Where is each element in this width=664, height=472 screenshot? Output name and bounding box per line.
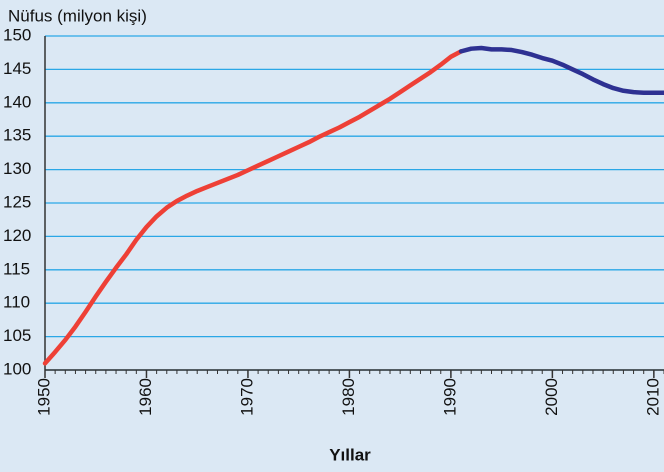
x-tick-label: 1980 <box>339 378 358 416</box>
y-tick-label: 135 <box>3 126 31 145</box>
chart-title: Nüfus (milyon kişi) <box>8 6 147 25</box>
x-tick-label: 1990 <box>440 378 459 416</box>
y-tick-label: 140 <box>3 92 31 111</box>
y-tick-label: 125 <box>3 192 31 211</box>
x-tick-label: 1950 <box>34 378 53 416</box>
y-tick-label: 110 <box>3 293 30 312</box>
x-tick-label: 1960 <box>136 378 155 416</box>
line <box>42 49 464 366</box>
x-tick-label: 2000 <box>542 378 561 416</box>
x-tick-label: 1970 <box>237 378 256 416</box>
y-tick-label: 150 <box>3 25 31 44</box>
y-tick-label: 115 <box>3 259 30 278</box>
x-axis-label: Yıllar <box>329 445 371 464</box>
y-tick-label: 105 <box>3 326 31 345</box>
y-tick-label: 120 <box>3 226 31 245</box>
y-tick-label: 100 <box>3 359 31 378</box>
y-tick-label: 145 <box>3 59 31 78</box>
line <box>458 45 664 96</box>
x-tick-label: 2010 <box>643 378 662 416</box>
y-tick-label: 130 <box>3 159 31 178</box>
